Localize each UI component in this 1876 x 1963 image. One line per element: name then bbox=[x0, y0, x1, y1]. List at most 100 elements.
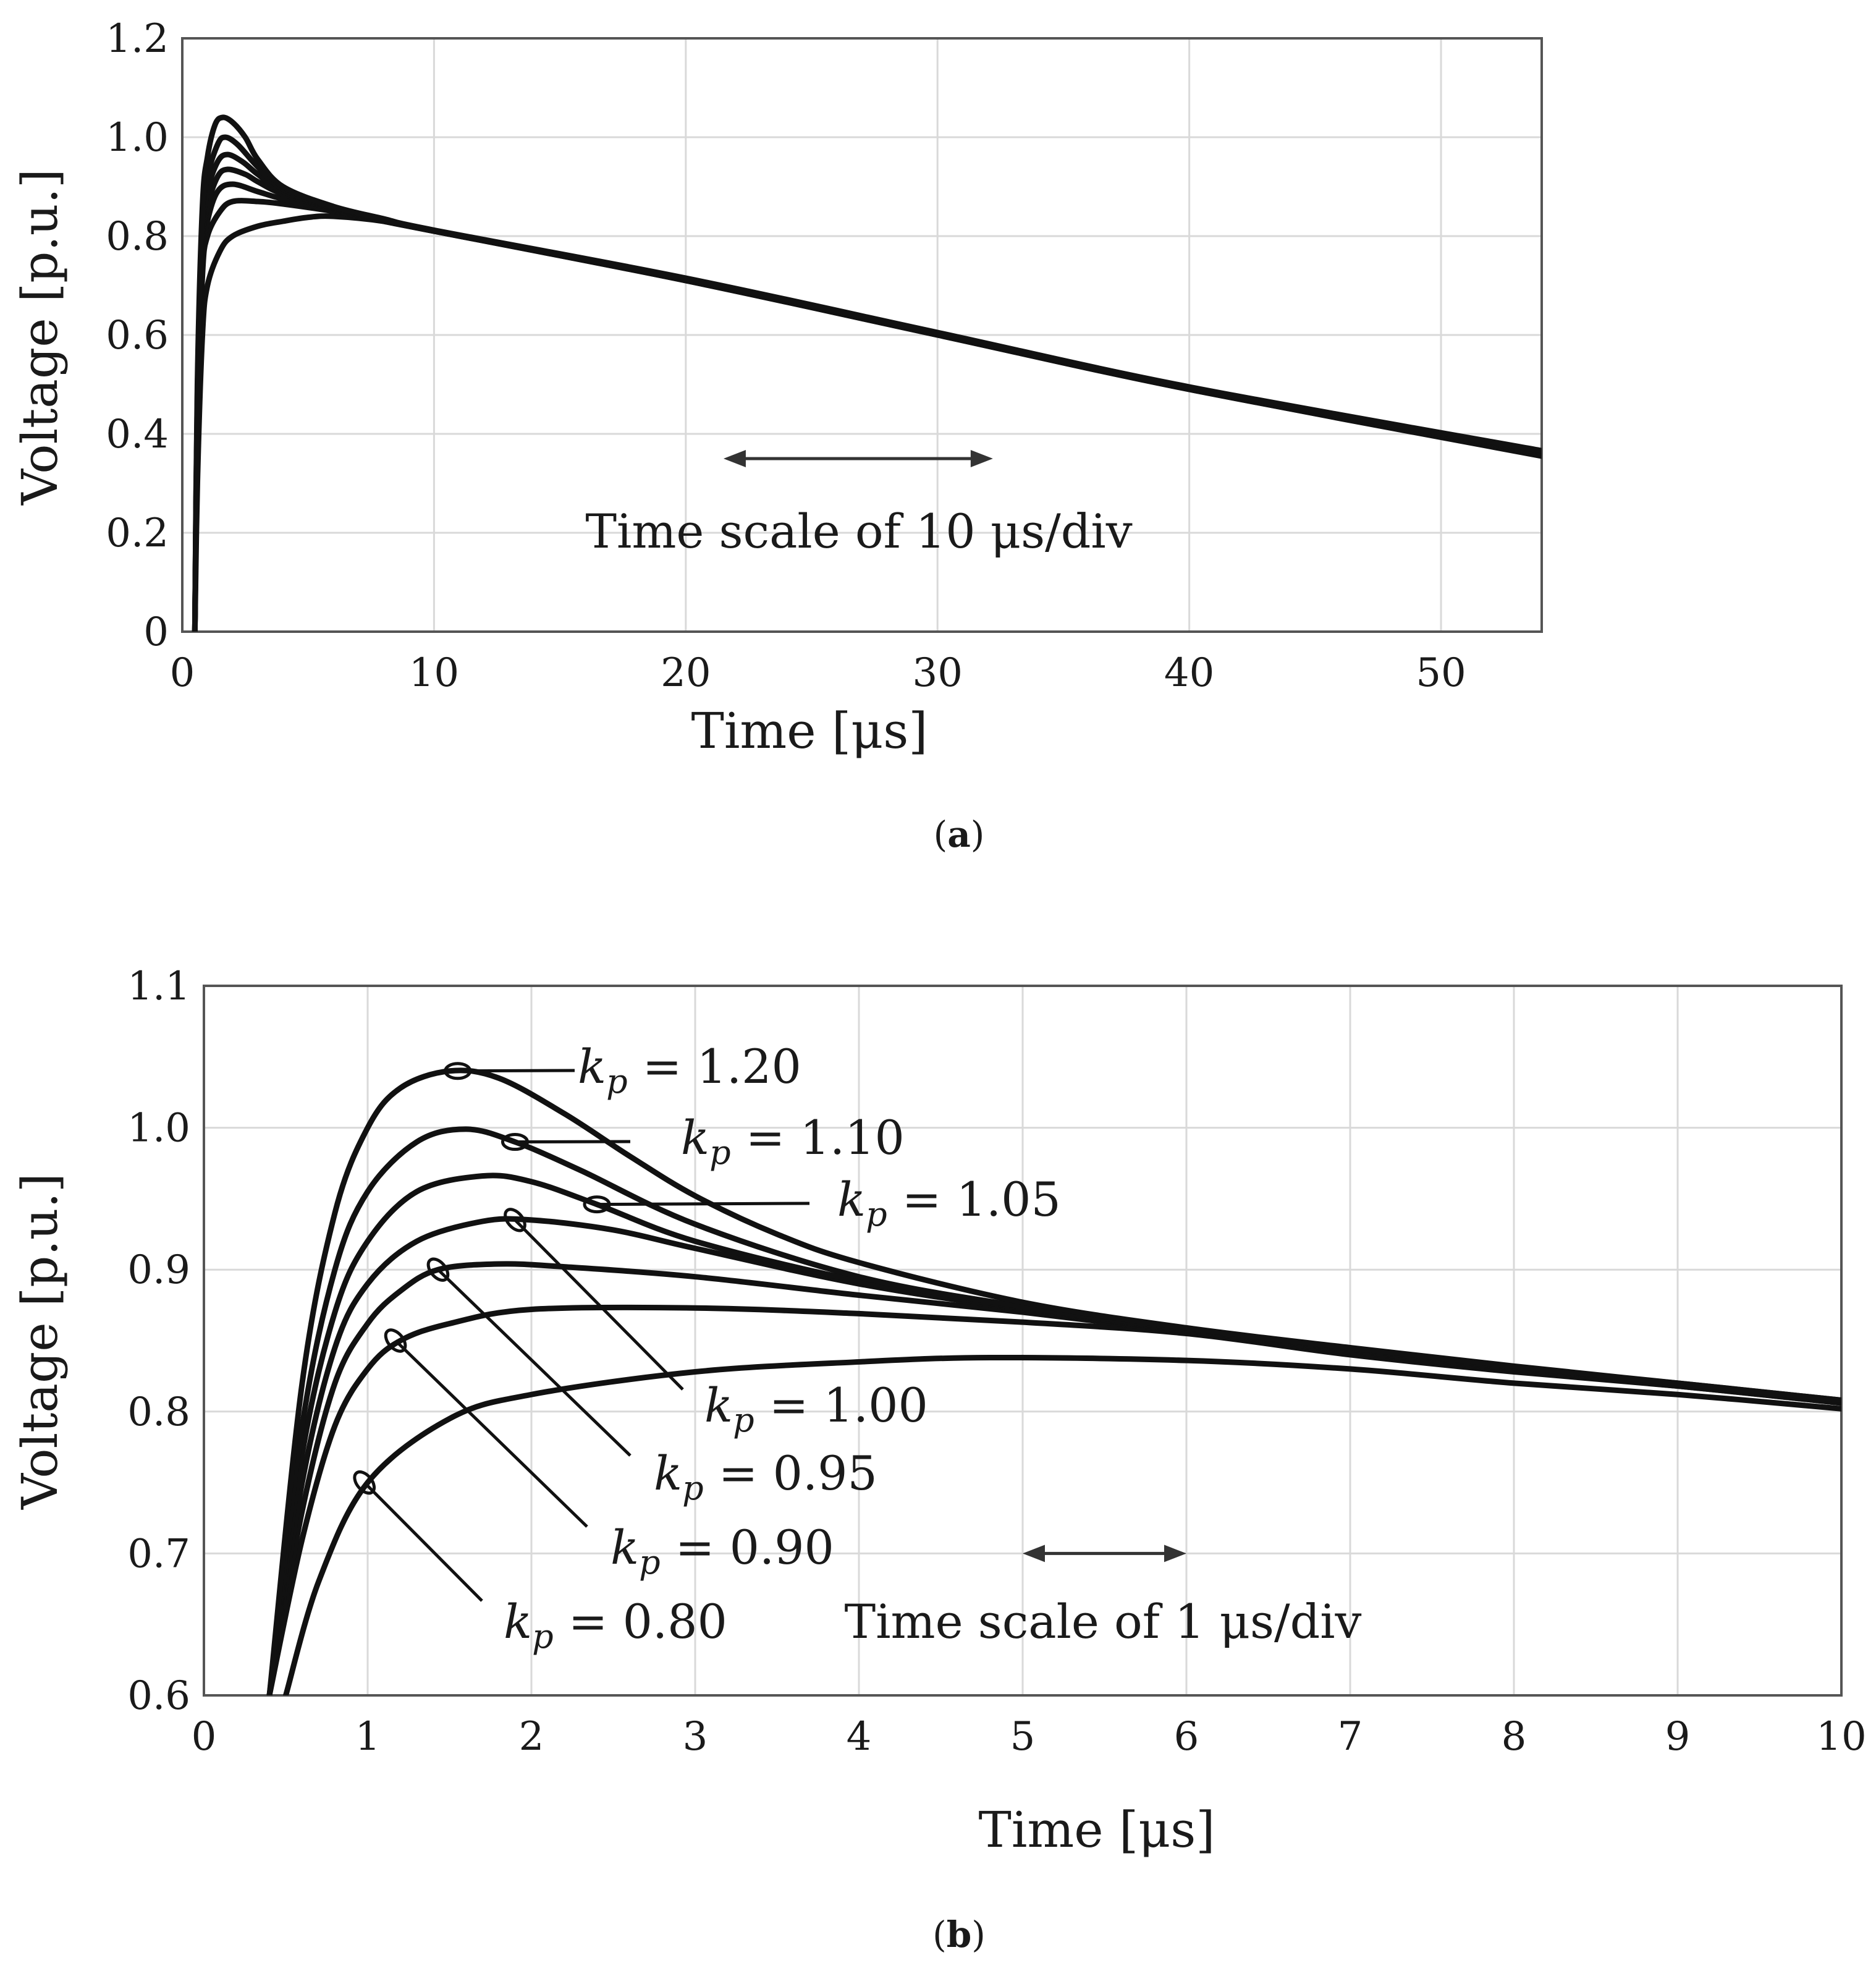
leader-line-kp-0-95 bbox=[437, 1268, 632, 1457]
y-tick-label: 0.9 bbox=[127, 1247, 190, 1293]
caption-a: (a) bbox=[934, 813, 985, 855]
y-tick-label: 1.2 bbox=[106, 16, 169, 62]
kp-symbol: k bbox=[578, 1039, 606, 1094]
y-tick-label: 0.7 bbox=[127, 1531, 190, 1577]
leader-line-kp-0-8 bbox=[363, 1481, 483, 1602]
x-tick-label: 0 bbox=[192, 1714, 217, 1760]
arrowhead-right-a bbox=[970, 450, 993, 467]
y-tick-label: 0.6 bbox=[127, 1673, 190, 1719]
kp-subscript: p bbox=[532, 1617, 554, 1656]
kp-symbol: k bbox=[504, 1594, 532, 1649]
y-tick-label: 0.4 bbox=[106, 412, 169, 457]
y-tick-label: 1.0 bbox=[106, 115, 169, 161]
series-line-kp-0-95 bbox=[192, 181, 1542, 632]
x-tick-label: 0 bbox=[170, 650, 195, 696]
y-tick-label: 1.1 bbox=[127, 964, 190, 1009]
caption-b: (b) bbox=[932, 1914, 986, 1956]
kp-value: = 0.80 bbox=[554, 1594, 727, 1649]
curve-marker-kp-1-1 bbox=[501, 1133, 529, 1151]
panel-a: 0 10 20 30 40 50 0 0.2 0.4 0.6 0.8 1.0 1.2 Time sca… bbox=[11, 16, 1543, 855]
x-tick-label: 2 bbox=[519, 1714, 544, 1760]
curve-label-kp-1-1: kp = 1.10 bbox=[681, 1110, 905, 1172]
curve-marker-kp-1-05 bbox=[583, 1195, 611, 1214]
kp-symbol: k bbox=[704, 1378, 733, 1433]
leader-line-kp-1-05 bbox=[596, 1202, 810, 1206]
x-axis-label-a: Time [μs] bbox=[691, 702, 927, 760]
grid-a bbox=[182, 38, 1542, 632]
curve-label-kp-0-95: kp = 0.95 bbox=[654, 1446, 877, 1507]
x-tick-label: 9 bbox=[1665, 1714, 1691, 1760]
x-tick-label: 10 bbox=[1816, 1714, 1866, 1760]
series-line-kp-0-8 bbox=[283, 1355, 1841, 1695]
x-tick-label: 8 bbox=[1502, 1714, 1527, 1760]
curve-marker-kp-0-95 bbox=[426, 1257, 450, 1282]
x-tick-label: 7 bbox=[1338, 1714, 1363, 1760]
y-axis-label-b: Voltage [p.u.] bbox=[11, 1173, 69, 1510]
kp-symbol: k bbox=[654, 1446, 682, 1501]
curve-label-kp-1-05: kp = 1.05 bbox=[837, 1172, 1061, 1234]
x-tick-label: 20 bbox=[661, 650, 711, 696]
curve-label-kp-1-2: kp = 1.20 bbox=[578, 1039, 801, 1101]
x-tick-label: 6 bbox=[1174, 1714, 1199, 1760]
x-tick-label: 1 bbox=[355, 1714, 381, 1760]
kp-symbol: k bbox=[611, 1520, 639, 1575]
plot-frame-a bbox=[181, 37, 1543, 633]
curve-label-leaders-b bbox=[363, 1069, 810, 1602]
curve-marker-kp-0-8 bbox=[353, 1470, 376, 1495]
kp-subscript: p bbox=[733, 1401, 754, 1439]
arrowhead-right-b bbox=[1164, 1545, 1186, 1562]
x-tick-label: 3 bbox=[683, 1714, 708, 1760]
y-tick-label: 0 bbox=[143, 609, 169, 655]
kp-subscript: p bbox=[709, 1133, 731, 1172]
kp-value: = 1.00 bbox=[754, 1378, 928, 1433]
leader-line-kp-0-9 bbox=[394, 1339, 588, 1528]
kp-symbol: k bbox=[837, 1172, 866, 1227]
y-tick-label: 0.6 bbox=[106, 313, 169, 358]
y-tick-labels-b: 0.6 0.7 0.8 0.9 1.0 1.1 bbox=[127, 964, 190, 1719]
x-axis-label-b: Time [μs] bbox=[978, 1801, 1215, 1859]
kp-value: = 0.95 bbox=[704, 1446, 877, 1501]
y-tick-labels-a: 0 0.2 0.4 0.6 0.8 1.0 1.2 bbox=[106, 16, 169, 655]
plot-frame-b bbox=[203, 985, 1843, 1697]
x-tick-label: 10 bbox=[409, 650, 459, 696]
kp-subscript: p bbox=[639, 1543, 661, 1582]
y-axis-label-a: Voltage [p.u.] bbox=[11, 169, 69, 506]
kp-value: = 0.90 bbox=[661, 1520, 834, 1575]
series-line-kp-0-8 bbox=[192, 213, 1542, 632]
kp-symbol: k bbox=[681, 1110, 709, 1165]
curve-marker-kp-0-9 bbox=[384, 1328, 407, 1353]
y-tick-label: 1.0 bbox=[127, 1106, 190, 1151]
curve-label-kp-0-9: kp = 0.90 bbox=[611, 1520, 834, 1582]
x-tick-labels-a: 0 10 20 30 40 50 bbox=[170, 650, 1466, 696]
kp-subscript: p bbox=[866, 1195, 887, 1234]
x-tick-label: 50 bbox=[1416, 650, 1466, 696]
y-tick-label: 0.2 bbox=[106, 511, 169, 556]
x-tick-label: 4 bbox=[847, 1714, 872, 1760]
curve-marker-kp-1-2 bbox=[444, 1062, 472, 1080]
kp-value: = 1.05 bbox=[887, 1172, 1061, 1227]
arrowhead-left-a bbox=[723, 450, 746, 467]
kp-subscript: p bbox=[682, 1469, 704, 1507]
grid-b bbox=[204, 986, 1841, 1695]
series-line-kp-1 bbox=[192, 166, 1542, 632]
y-tick-label: 0.8 bbox=[127, 1389, 190, 1435]
time-scale-label-a: Time scale of 10 μs/div bbox=[585, 504, 1132, 559]
time-scale-annotation-a: Time scale of 10 μs/div bbox=[585, 450, 1133, 559]
series-line-kp-1-2 bbox=[192, 114, 1542, 632]
caption-label-a: a bbox=[947, 813, 971, 855]
x-tick-labels-b: 0 1 2 3 4 5 6 7 8 9 10 bbox=[192, 1714, 1867, 1760]
curve-label-kp-0-8: kp = 0.80 bbox=[504, 1594, 727, 1656]
time-scale-label-b: Time scale of 1 μs/div bbox=[845, 1594, 1362, 1649]
time-scale-annotation-b: Time scale of 1 μs/div bbox=[845, 1545, 1362, 1649]
curve-markers-b bbox=[353, 1062, 611, 1495]
caption-label-b: b bbox=[947, 1914, 972, 1956]
kp-value: = 1.10 bbox=[731, 1110, 905, 1165]
y-tick-label: 0.8 bbox=[106, 214, 169, 260]
series-group-a bbox=[192, 114, 1542, 632]
leader-line-kp-1 bbox=[513, 1219, 684, 1391]
x-tick-label: 30 bbox=[913, 650, 963, 696]
x-tick-label: 40 bbox=[1164, 650, 1214, 696]
